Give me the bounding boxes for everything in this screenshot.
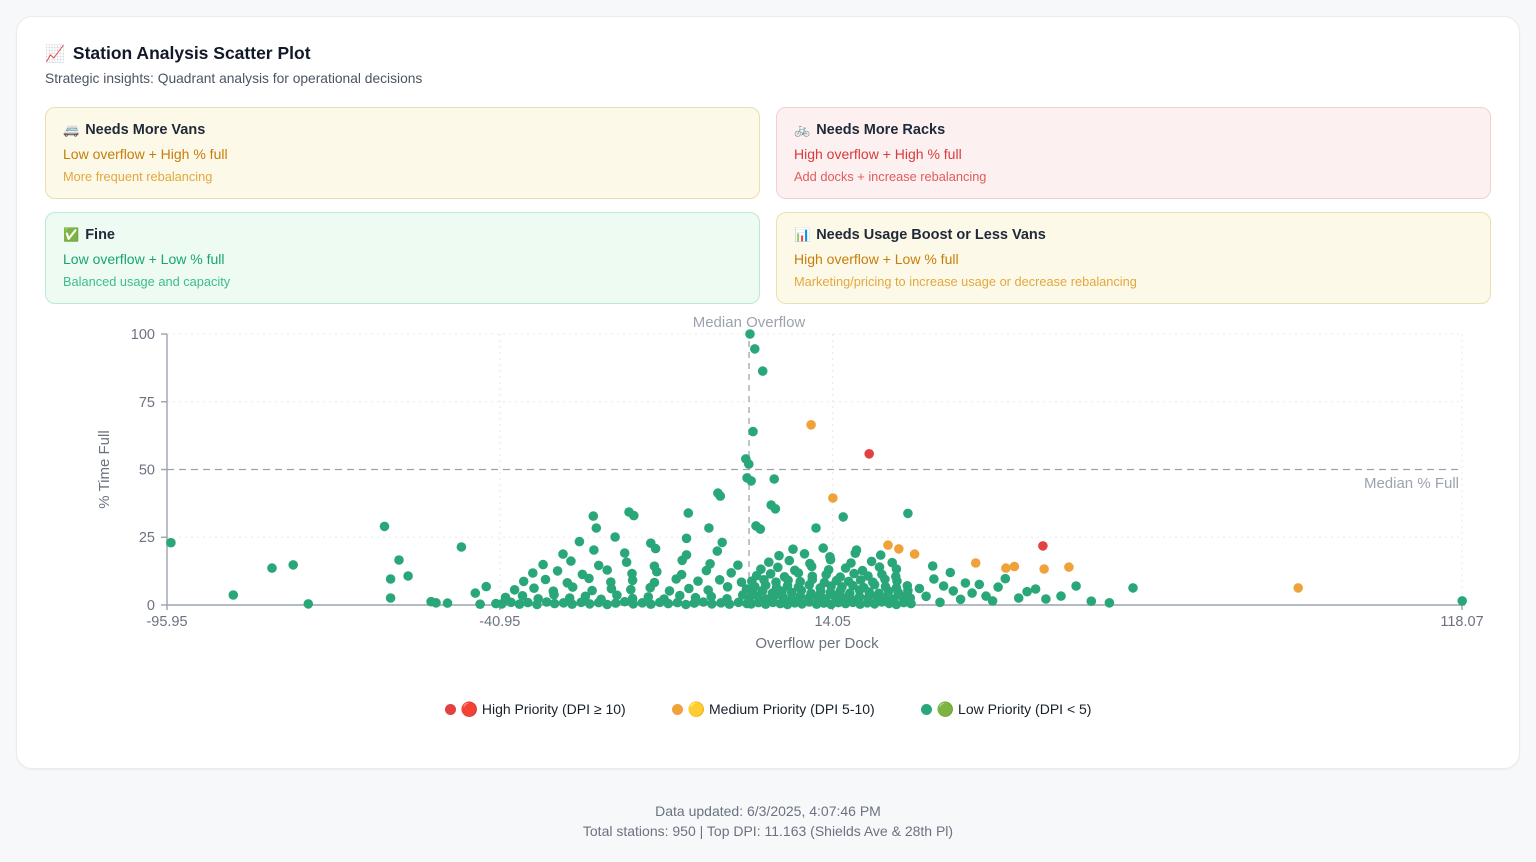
quadrant-title: Needs More Vans xyxy=(85,122,206,138)
header: 📈 Station Analysis Scatter Plot Strategi… xyxy=(17,17,1519,86)
legend-label: 🟡 Medium Priority (DPI 5-10) xyxy=(687,701,875,717)
y-tick-75: 75 xyxy=(139,395,155,411)
scatter-plot: 0 25 50 75 100 -95.95 -40.95 14.05 118.0… xyxy=(45,314,1493,665)
quadrant-card-needs-usage-boost: 📊 Needs Usage Boost or Less Vans High ove… xyxy=(776,212,1491,304)
quadrant-card-needs-more-racks: 🚲 Needs More Racks High overflow + High %… xyxy=(776,107,1491,199)
main-panel: 📈 Station Analysis Scatter Plot Strategi… xyxy=(16,16,1520,769)
stations-summary-text: Total stations: 950 | Top DPI: 11.163 (S… xyxy=(582,823,954,839)
quadrant-condition: High overflow + High % full xyxy=(794,146,962,162)
quadrant-title: Needs More Racks xyxy=(816,122,946,138)
quadrant-action: Balanced usage and capacity xyxy=(63,274,231,289)
y-axis-title: % Time Full xyxy=(96,430,113,508)
legend-label: 🟢 Low Priority (DPI < 5) xyxy=(936,701,1092,717)
x-tick-max: 118.07 xyxy=(1440,614,1483,630)
chart-increasing-icon: 📈 xyxy=(45,45,65,63)
footer: Data updated: 6/3/2025, 4:07:46 PM Total… xyxy=(0,801,1536,841)
quadrant-action: Add docks + increase rebalancing xyxy=(794,169,987,184)
scatter-plot-canvas[interactable]: 0 25 50 75 100 -95.95 -40.95 14.05 118.0… xyxy=(45,314,1493,660)
data-points xyxy=(166,329,1467,610)
y-tick-0: 0 xyxy=(147,598,155,614)
legend-item-medium-priority[interactable]: 🟡 Medium Priority (DPI 5-10) xyxy=(671,701,875,718)
check-mark-icon: ✅ xyxy=(63,227,80,242)
legend-item-low-priority[interactable]: 🟢 Low Priority (DPI < 5) xyxy=(920,701,1092,718)
quadrant-condition: Low overflow + High % full xyxy=(63,146,228,162)
bicycle-icon: 🚲 xyxy=(794,122,811,137)
van-icon: 🚐 xyxy=(63,122,80,137)
y-tick-100: 100 xyxy=(131,327,155,343)
quadrant-card-fine: ✅ Fine Low overflow + Low % full Balanced… xyxy=(45,212,760,304)
quadrant-cards: 🚐 Needs More Vans Low overflow + High % f… xyxy=(45,107,1491,304)
quadrant-condition: Low overflow + Low % full xyxy=(63,251,225,267)
page-subtitle: Strategic insights: Quadrant analysis fo… xyxy=(45,71,423,86)
quadrant-card-needs-more-vans: 🚐 Needs More Vans Low overflow + High % f… xyxy=(45,107,760,199)
page-title: Station Analysis Scatter Plot xyxy=(72,43,311,63)
quadrant-title: Needs Usage Boost or Less Vans xyxy=(816,227,1046,243)
x-tick-3: 14.05 xyxy=(815,614,851,630)
quadrant-title: Fine xyxy=(85,227,115,243)
bar-chart-icon: 📊 xyxy=(794,227,811,242)
x-axis-title: Overflow per Dock xyxy=(755,635,879,652)
quadrant-action: More frequent rebalancing xyxy=(63,169,213,184)
median-overflow-label: Median Overflow xyxy=(693,316,806,331)
x-tick-min: -95.95 xyxy=(146,614,187,630)
red-dot-icon xyxy=(444,704,456,715)
orange-dot-icon xyxy=(671,704,683,715)
green-dot-icon xyxy=(920,704,932,715)
quadrant-condition: High overflow + Low % full xyxy=(794,251,959,267)
chart-legend: 🔴 High Priority (DPI ≥ 10) 🟡 Medium Prio… xyxy=(17,701,1519,718)
quadrant-action: Marketing/pricing to increase usage or d… xyxy=(794,274,1137,289)
legend-label: 🔴 High Priority (DPI ≥ 10) xyxy=(460,701,626,717)
y-tick-25: 25 xyxy=(139,530,155,546)
data-updated-text: Data updated: 6/3/2025, 4:07:46 PM xyxy=(655,803,881,819)
x-tick-2: -40.95 xyxy=(479,614,520,630)
y-tick-50: 50 xyxy=(139,463,155,479)
median-pct-full-label: Median % Full xyxy=(1364,475,1459,492)
legend-item-high-priority[interactable]: 🔴 High Priority (DPI ≥ 10) xyxy=(444,701,626,718)
